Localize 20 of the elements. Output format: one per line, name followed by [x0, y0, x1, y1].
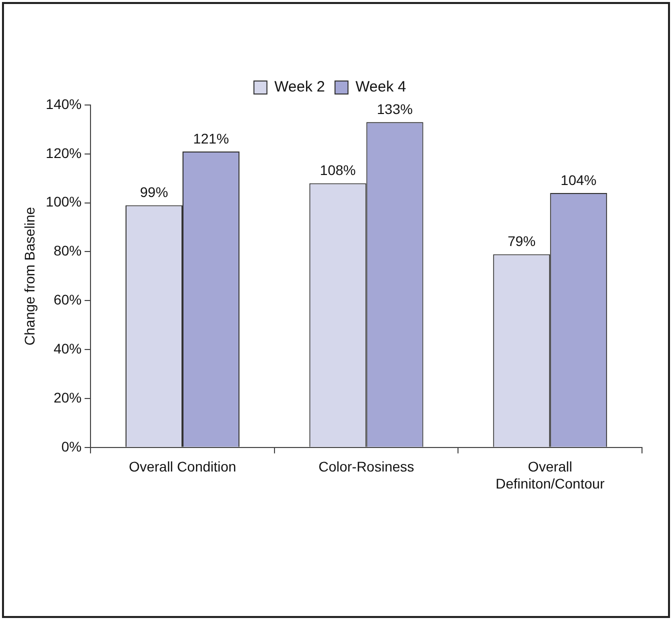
x-tick-label: Overall Condition — [128, 458, 236, 475]
data-label: 104% — [560, 172, 596, 188]
data-label: 79% — [508, 233, 536, 250]
y-tick-label: 0% — [61, 438, 82, 454]
y-tick-label: 20% — [54, 389, 82, 406]
y-tick-label: 80% — [54, 242, 82, 259]
data-label: 99% — [140, 184, 168, 200]
y-tick-label: 100% — [46, 194, 82, 210]
data-label: 133% — [376, 100, 413, 117]
y-tick-label: 140% — [46, 96, 82, 112]
y-tick-label: 120% — [46, 144, 82, 161]
x-tick-label: Color-Rosiness — [318, 458, 414, 475]
y-tick-label: 40% — [54, 340, 82, 356]
y-axis-title: Change from Baseline — [21, 206, 38, 346]
legend-label: Week 2 — [274, 78, 326, 96]
legend-label: Week 4 — [356, 78, 406, 96]
data-label: 121% — [193, 130, 229, 146]
data-label: 108% — [320, 162, 356, 178]
x-tick-label: Overall Definiton/Contour — [496, 458, 605, 492]
y-tick-label: 60% — [54, 292, 82, 308]
